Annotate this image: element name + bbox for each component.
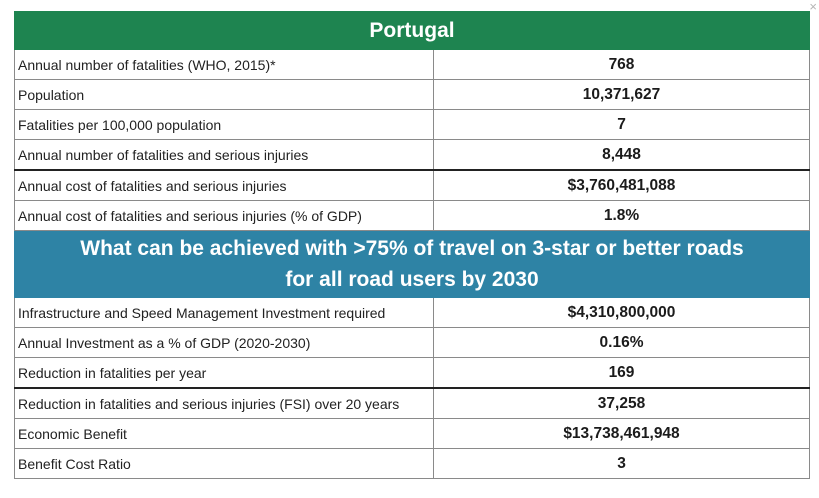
row-value: 1.8% xyxy=(432,200,811,231)
row-label: Annual cost of fatalities and serious in… xyxy=(14,169,434,201)
section-heading: What can be achieved with >75% of travel… xyxy=(13,230,811,298)
table-row: Economic Benefit $13,738,461,948 xyxy=(14,418,811,449)
row-value: 169 xyxy=(432,357,811,389)
row-label: Reduction in fatalities and serious inju… xyxy=(14,387,434,419)
table-row: Reduction in fatalities per year 169 xyxy=(14,357,811,389)
table-row: Annual Investment as a % of GDP (2020-20… xyxy=(14,327,811,358)
row-label: Infrastructure and Speed Management Inve… xyxy=(14,297,434,328)
row-value: 0.16% xyxy=(432,327,811,358)
row-value: $13,738,461,948 xyxy=(432,418,811,449)
table-row: Benefit Cost Ratio 3 xyxy=(14,448,811,479)
row-label: Fatalities per 100,000 population xyxy=(14,109,434,140)
table-row: Annual cost of fatalities and serious in… xyxy=(14,200,811,231)
close-icon[interactable]: × xyxy=(809,0,817,14)
section-heading-row: What can be achieved with >75% of travel… xyxy=(13,230,811,298)
section-heading-line-1: What can be achieved with >75% of travel… xyxy=(80,237,744,260)
table-row: Annual number of fatalities (WHO, 2015)*… xyxy=(14,49,811,80)
row-label: Population xyxy=(14,79,434,110)
row-value: $3,760,481,088 xyxy=(432,169,811,201)
row-value: 768 xyxy=(432,49,811,80)
row-label: Annual number of fatalities and serious … xyxy=(14,139,434,171)
table-title: Portugal xyxy=(13,11,811,50)
row-label: Reduction in fatalities per year xyxy=(14,357,434,389)
table-row: Reduction in fatalities and serious inju… xyxy=(14,387,811,419)
table-row: Infrastructure and Speed Management Inve… xyxy=(14,297,811,328)
row-value: 37,258 xyxy=(432,387,811,419)
row-value: 10,371,627 xyxy=(432,79,811,110)
row-label: Annual Investment as a % of GDP (2020-20… xyxy=(14,327,434,358)
row-label: Economic Benefit xyxy=(14,418,434,449)
table-row: Annual number of fatalities and serious … xyxy=(14,139,811,171)
table-row: Fatalities per 100,000 population 7 xyxy=(14,109,811,140)
row-value: $4,310,800,000 xyxy=(432,297,811,328)
row-value: 7 xyxy=(432,109,811,140)
portugal-road-safety-table: Portugal Annual number of fatalities (WH… xyxy=(13,11,811,479)
row-label: Annual number of fatalities (WHO, 2015)* xyxy=(14,49,434,80)
title-row: Portugal xyxy=(13,11,811,50)
table-row: Population 10,371,627 xyxy=(14,79,811,110)
row-label: Annual cost of fatalities and serious in… xyxy=(14,200,434,231)
row-value: 3 xyxy=(432,448,811,479)
table-row: Annual cost of fatalities and serious in… xyxy=(14,169,811,201)
row-label: Benefit Cost Ratio xyxy=(14,448,434,479)
section-heading-line-2: for all road users by 2030 xyxy=(285,268,539,291)
row-value: 8,448 xyxy=(432,139,811,171)
